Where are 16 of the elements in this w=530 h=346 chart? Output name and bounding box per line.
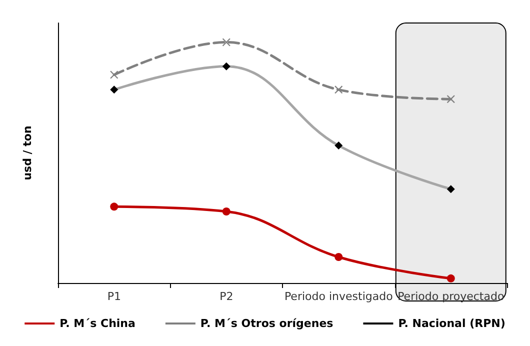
x-tick-label: P1 bbox=[107, 290, 121, 303]
point bbox=[110, 70, 118, 79]
legend-label: P. M´s China bbox=[60, 317, 136, 330]
point bbox=[222, 208, 230, 216]
point bbox=[334, 86, 343, 94]
x-tick-label: Periodo proyectado bbox=[398, 290, 504, 303]
x-tick-label: P2 bbox=[220, 290, 234, 303]
point bbox=[334, 253, 343, 261]
legend-label: P. Nacional (RPN) bbox=[398, 317, 506, 330]
point bbox=[110, 202, 118, 211]
point bbox=[222, 38, 230, 46]
point bbox=[446, 274, 455, 282]
point bbox=[446, 95, 455, 104]
legend-label: P. M´s Otros orígenes bbox=[200, 317, 334, 330]
x-tick-label: Periodo investigado bbox=[284, 290, 394, 303]
y-axis-title: usd / ton bbox=[21, 126, 34, 180]
